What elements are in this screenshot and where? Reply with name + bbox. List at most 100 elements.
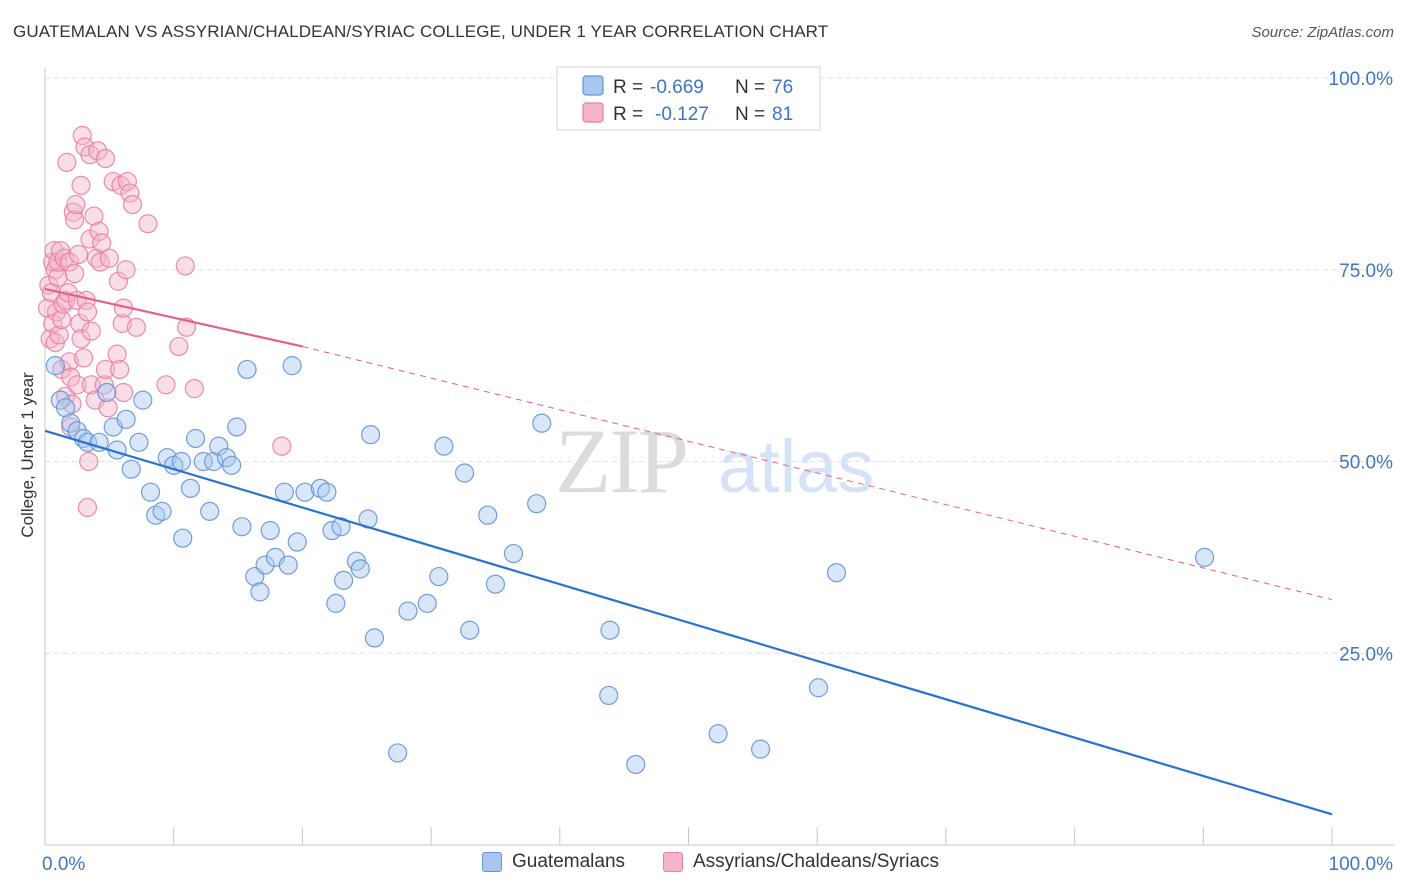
x-tick-label: 100.0% (1329, 854, 1394, 875)
data-point-guatemalan (237, 359, 257, 380)
data-point-guatemalan (193, 451, 213, 472)
data-point-guatemalan (326, 593, 346, 613)
data-point-guatemalan (503, 543, 524, 564)
chart-source: Source: ZipAtlas.com (1251, 24, 1394, 41)
data-point-assyrian (59, 352, 80, 372)
data-point-assyrian (65, 263, 85, 284)
legend-label-assyrians: Assyrians/Chaldeans/Syriacs (693, 851, 940, 872)
data-point-guatemalan (750, 739, 771, 759)
data-point-guatemalan (255, 555, 275, 575)
stats-r-label-blue: R = (613, 77, 643, 98)
data-point-assyrian (94, 375, 114, 395)
data-point-guatemalan (1194, 547, 1215, 567)
data-point-assyrian (44, 240, 64, 261)
data-point-assyrian (68, 244, 89, 265)
stats-n-label-blue: N = (735, 77, 765, 98)
data-point-guatemalan (55, 398, 76, 418)
data-point-guatemalan (129, 432, 149, 452)
data-point-assyrian (57, 152, 77, 172)
data-point-assyrian (71, 329, 91, 349)
data-point-assyrian (138, 214, 158, 234)
chart-title: GUATEMALAN VS ASSYRIAN/CHALDEAN/SYRIAC C… (13, 22, 829, 41)
data-point-assyrian (156, 375, 176, 395)
data-point-assyrian (70, 313, 90, 334)
y-tick-label: 50.0% (1339, 453, 1393, 474)
data-point-guatemalan (185, 428, 206, 449)
data-point-assyrian (72, 125, 92, 146)
watermark-zip: ZIP (555, 410, 687, 512)
data-point-assyrian (112, 313, 132, 334)
data-point-guatemalan (333, 570, 354, 590)
data-point-assyrian (113, 382, 134, 403)
data-point-guatemalan (140, 482, 161, 502)
data-point-guatemalan (708, 724, 728, 744)
data-point-assyrian (84, 206, 104, 226)
stats-r-value-pink: -0.127 (655, 104, 709, 125)
y-tick-label: 25.0% (1339, 644, 1393, 665)
data-point-assyrian (272, 436, 292, 456)
data-point-assyrian (120, 183, 140, 203)
data-point-guatemalan (364, 628, 385, 648)
trend-line-assyrians-extension (302, 345, 1333, 601)
data-point-guatemalan (89, 432, 109, 452)
data-point-guatemalan (133, 390, 153, 410)
data-point-assyrian (117, 171, 137, 192)
y-tick-label: 75.0% (1339, 261, 1393, 282)
data-point-guatemalan (361, 425, 381, 445)
data-point-guatemalan (227, 417, 247, 437)
data-point-guatemalan (331, 517, 351, 537)
data-point-assyrian (81, 321, 101, 341)
data-point-assyrian (184, 379, 204, 399)
data-point-assyrian (95, 148, 116, 169)
data-point-guatemalan (45, 356, 65, 376)
data-point-guatemalan (61, 413, 81, 433)
data-point-assyrian (77, 302, 98, 322)
data-point-guatemalan (152, 501, 172, 521)
legend-swatch-pink (663, 852, 683, 872)
data-point-assyrian (52, 310, 72, 330)
data-point-assyrian (175, 256, 195, 276)
data-point-guatemalan (417, 593, 437, 613)
data-point-guatemalan (600, 620, 620, 640)
data-point-assyrian (98, 398, 118, 418)
watermark-atlas: atlas (718, 425, 874, 508)
stats-legend-swatch-pink (582, 102, 604, 123)
data-point-guatemalan (429, 566, 449, 587)
data-point-guatemalan (116, 409, 136, 429)
data-point-assyrian (63, 202, 83, 222)
data-point-guatemalan (527, 494, 547, 514)
data-point-assyrian (169, 336, 189, 357)
data-point-assyrian (122, 194, 143, 215)
series-guatemalan-points (45, 356, 1215, 775)
data-point-assyrian (108, 271, 128, 291)
legend-label-guatemalans: Guatemalans (512, 851, 626, 872)
watermark: ZIP atlas (555, 410, 874, 512)
data-point-assyrian (89, 221, 109, 241)
data-point-assyrian (99, 248, 119, 268)
data-point-guatemalan (808, 678, 829, 698)
data-point-guatemalan (97, 382, 117, 403)
legend-swatch-blue (482, 852, 502, 872)
data-point-guatemalan (388, 743, 408, 763)
stats-n-label-pink: N = (735, 104, 765, 125)
y-tick-label: 100.0% (1329, 69, 1394, 90)
tick-labels: 25.0% 50.0% 75.0% 100.0% 0.0% 100.0% (42, 69, 1393, 875)
data-point-guatemalan (478, 505, 498, 525)
data-point-guatemalan (260, 520, 280, 541)
stats-legend-swatch-blue (582, 75, 604, 96)
data-point-guatemalan (173, 528, 193, 548)
data-point-guatemalan (209, 436, 229, 456)
bottom-legend: Guatemalans Assyrians/Chaldeans/Syriacs (0, 851, 1406, 877)
data-point-guatemalan (222, 455, 242, 475)
data-point-guatemalan (454, 463, 475, 483)
series-assyrian-points (37, 125, 292, 518)
data-point-guatemalan (317, 482, 337, 502)
y-axis-label: College, Under 1 year (18, 372, 37, 538)
data-point-assyrian (55, 290, 76, 311)
data-point-guatemalan (460, 620, 480, 640)
data-point-guatemalan (203, 451, 224, 472)
data-point-guatemalan (350, 559, 370, 579)
stats-r-label-pink: R = (613, 104, 643, 125)
data-point-assyrian (77, 497, 98, 518)
